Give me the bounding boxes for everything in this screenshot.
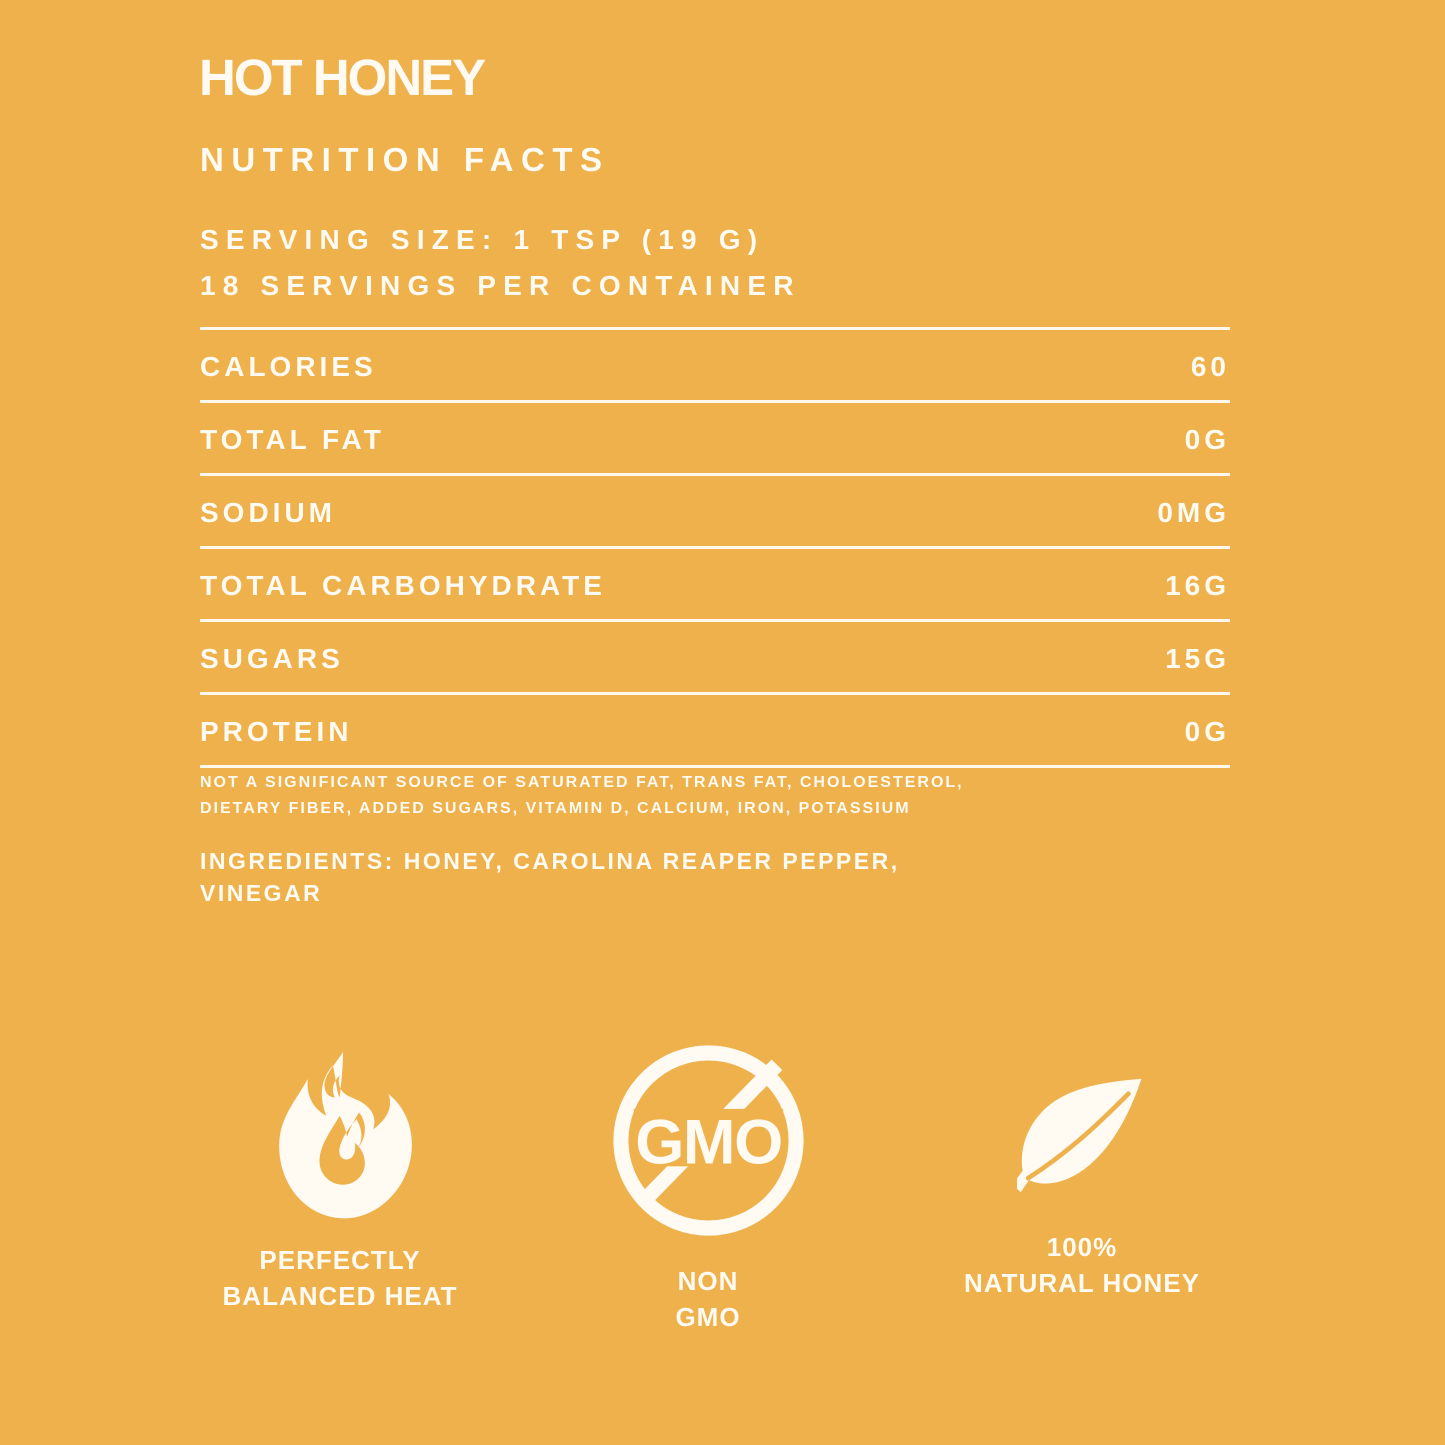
svg-text:GMO: GMO [635, 1107, 782, 1177]
